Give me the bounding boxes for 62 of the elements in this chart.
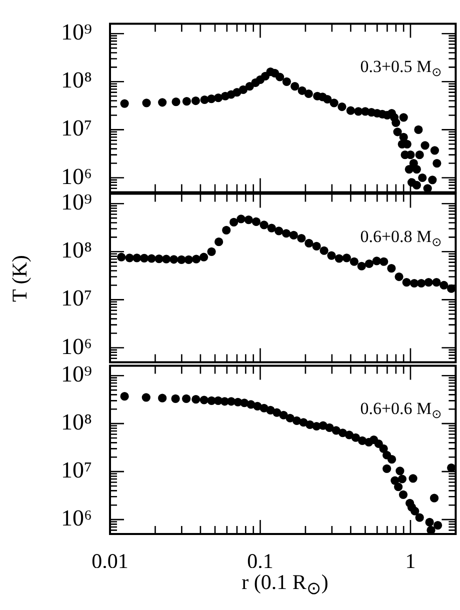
point [154, 254, 164, 264]
point [304, 238, 314, 248]
point [214, 238, 224, 246]
y-tick-label: 10⁸ [60, 238, 92, 263]
point [440, 280, 448, 290]
point [244, 216, 253, 224]
y-tick-label: 10⁹ [60, 190, 92, 215]
point [170, 255, 178, 264]
point [416, 278, 426, 288]
x-tick-label: 1 [405, 549, 416, 574]
point [140, 254, 149, 263]
point [327, 251, 336, 260]
point [402, 278, 411, 287]
point [334, 254, 344, 263]
point [252, 217, 260, 226]
point [350, 257, 358, 266]
point [342, 254, 351, 262]
annotation: 0.6+0.6 M⊙ [360, 398, 442, 421]
y-tick-label: 10⁹ [60, 20, 92, 45]
point [289, 230, 298, 240]
point [282, 229, 291, 238]
point [222, 226, 231, 234]
annotation: 0.6+0.8 M⊙ [360, 226, 442, 249]
point [125, 254, 134, 262]
y-tick-label: 10⁶ [60, 164, 92, 189]
y-tick-label: 10⁶ [60, 506, 92, 531]
point [357, 262, 366, 270]
y-tick-label: 10⁷ [60, 286, 92, 311]
point [147, 254, 156, 263]
point [260, 220, 268, 230]
y-tick-label: 10⁷ [60, 458, 92, 483]
point [162, 254, 171, 264]
point [372, 256, 382, 266]
point [380, 257, 388, 266]
point [320, 246, 328, 255]
y-axis-title: T (K) [8, 254, 32, 304]
point [199, 252, 208, 262]
y-tick-label: 10⁶ [60, 334, 92, 359]
point [387, 264, 396, 273]
point [394, 272, 404, 282]
point [410, 278, 419, 288]
point [236, 214, 246, 224]
point [177, 255, 186, 264]
point [230, 218, 238, 227]
y-tick-label: 10⁹ [60, 362, 92, 387]
point [207, 247, 216, 256]
point [432, 278, 441, 287]
y-tick-label: 10⁸ [60, 410, 92, 435]
point [192, 254, 201, 264]
point [117, 252, 126, 262]
point [184, 255, 193, 264]
y-tick-label: 10⁷ [60, 116, 92, 141]
point [312, 242, 321, 250]
point [274, 226, 284, 236]
point [132, 254, 142, 262]
point [364, 259, 374, 268]
annotation: 0.3+0.5 M⊙ [360, 56, 442, 79]
point [267, 224, 276, 232]
y-tick-label: 10⁸ [60, 68, 92, 93]
x-tick-label: 0.01 [92, 549, 128, 574]
point [297, 234, 306, 243]
point [424, 278, 433, 287]
